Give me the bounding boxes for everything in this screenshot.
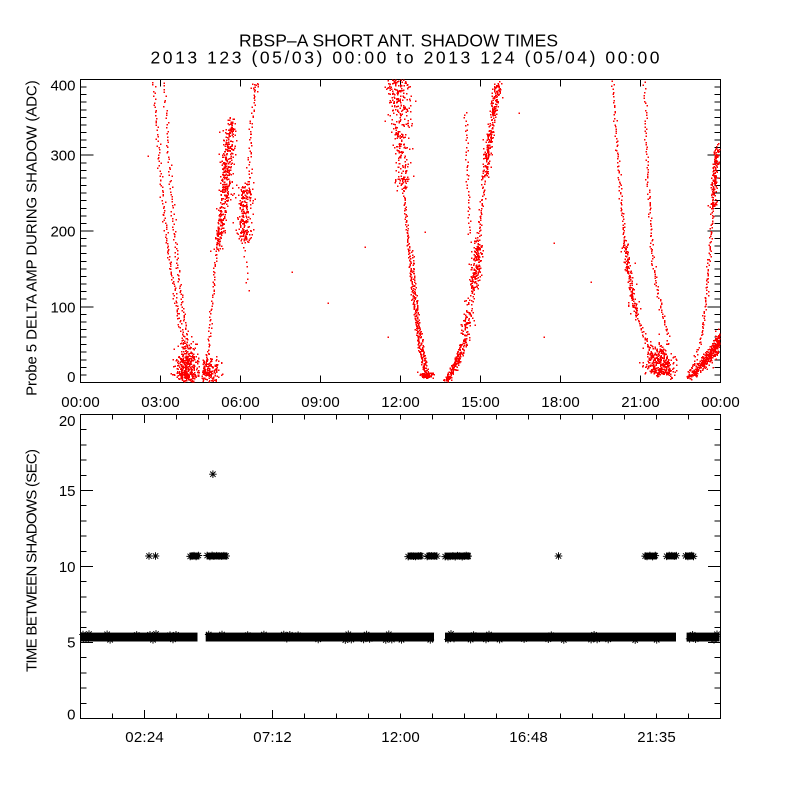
svg-text:15:00: 15:00 — [461, 394, 500, 411]
svg-text:06:00: 06:00 — [221, 394, 260, 411]
svg-text:0: 0 — [67, 369, 75, 386]
svg-text:00:00: 00:00 — [701, 394, 740, 411]
svg-text:03:00: 03:00 — [141, 394, 180, 411]
svg-text:09:00: 09:00 — [301, 394, 340, 411]
svg-text:TIME BETWEEN SHADOWS (SEC): TIME BETWEEN SHADOWS (SEC) — [24, 449, 41, 672]
svg-text:20: 20 — [59, 413, 76, 430]
svg-text:18:00: 18:00 — [541, 394, 580, 411]
svg-text:10: 10 — [59, 559, 76, 576]
svg-text:15: 15 — [59, 483, 76, 500]
svg-text:0: 0 — [67, 707, 75, 724]
svg-text:RBSP–A SHORT ANT. SHADOW TIMES: RBSP–A SHORT ANT. SHADOW TIMES — [239, 31, 558, 51]
svg-text:Probe 5 DELTA AMP DURING SHADO: Probe 5 DELTA AMP DURING SHADOW (ADC) — [24, 80, 41, 396]
svg-text:00:00: 00:00 — [61, 394, 100, 411]
svg-text:12:00: 12:00 — [381, 394, 420, 411]
svg-text:200: 200 — [50, 223, 75, 240]
svg-text:2013 123 (05/03) 00:00 to 2013: 2013 123 (05/03) 00:00 to 2013 124 (05/0… — [151, 48, 660, 68]
svg-text:16:48: 16:48 — [509, 729, 548, 746]
svg-text:02:24: 02:24 — [125, 729, 164, 746]
svg-text:5: 5 — [67, 635, 75, 652]
svg-text:07:12: 07:12 — [253, 729, 292, 746]
svg-text:21:00: 21:00 — [621, 394, 660, 411]
svg-text:100: 100 — [50, 299, 75, 316]
svg-text:21:35: 21:35 — [637, 729, 676, 746]
svg-text:400: 400 — [50, 78, 75, 95]
svg-text:12:00: 12:00 — [381, 729, 420, 746]
svg-text:300: 300 — [50, 148, 75, 165]
